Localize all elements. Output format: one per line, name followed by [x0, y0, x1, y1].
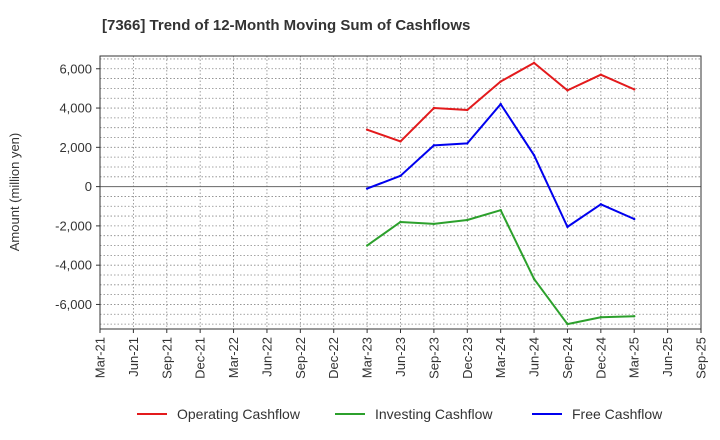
data-point	[633, 217, 636, 221]
data-point	[466, 218, 469, 222]
data-point	[432, 144, 436, 147]
data-point	[566, 89, 569, 92]
data-point	[599, 316, 603, 319]
legend: Operating Cashflow Investing Cashflow Free…	[137, 406, 663, 422]
y-tick-label: 0	[85, 179, 92, 194]
y-tick-label: -6,000	[55, 297, 92, 312]
series-free-cashflow	[365, 102, 636, 229]
data-point	[499, 208, 502, 212]
data-point	[633, 315, 636, 318]
data-point	[365, 187, 369, 190]
data-point	[466, 142, 469, 145]
x-tick-label: Sep-23	[426, 337, 441, 379]
grid	[100, 56, 701, 329]
x-tick-label: Mar-22	[226, 337, 241, 378]
x-tick-label: Mar-24	[493, 337, 508, 378]
x-tick-label: Sep-21	[159, 337, 174, 379]
data-point	[499, 80, 502, 83]
x-tick-label: Dec-24	[593, 337, 608, 379]
y-tick-label: 4,000	[59, 101, 92, 116]
x-tick-label: Dec-21	[193, 337, 208, 379]
data-point	[566, 322, 569, 326]
data-point	[532, 153, 536, 157]
chart-title: [7366] Trend of 12-Month Moving Sum of C…	[102, 17, 470, 34]
x-axis: Mar-21 Jun-21 Sep-21 Dec-21 Mar-22 Jun-22 Sep-…	[93, 329, 709, 379]
x-tick-label: Jun-25	[660, 337, 675, 377]
series-investing-cashflow	[365, 208, 636, 326]
x-tick-label: Jun-23	[393, 337, 408, 377]
x-tick-label: Sep-24	[560, 337, 575, 379]
y-tick-label: -2,000	[55, 218, 92, 233]
data-point	[399, 140, 402, 143]
legend-label: Investing Cashflow	[375, 406, 493, 422]
x-tick-label: Dec-22	[326, 337, 341, 379]
data-point	[532, 277, 536, 281]
x-tick-label: Sep-22	[293, 337, 308, 379]
data-point	[365, 244, 369, 247]
x-tick-label: Sep-25	[694, 337, 709, 379]
data-point	[633, 88, 636, 91]
x-tick-label: Jun-24	[527, 337, 542, 377]
data-point	[432, 222, 436, 226]
x-tick-label: Mar-21	[93, 337, 108, 378]
y-tick-label: -4,000	[55, 258, 92, 273]
data-point	[532, 61, 536, 65]
data-point	[599, 203, 603, 206]
data-point	[365, 128, 369, 131]
y-axis: 6,000 4,000 2,000 0 -2,000 -4,000 -6,000	[55, 61, 100, 312]
y-axis-label: Amount (million yen)	[7, 133, 22, 252]
series-layer	[365, 61, 636, 326]
data-point	[432, 106, 436, 110]
x-tick-label: Jun-21	[126, 337, 141, 377]
data-point	[399, 220, 402, 224]
x-tick-label: Jun-22	[259, 337, 274, 377]
data-point	[566, 225, 569, 229]
data-point	[499, 102, 502, 106]
data-point	[599, 73, 603, 76]
legend-label: Operating Cashflow	[177, 406, 301, 422]
data-point	[399, 174, 402, 178]
data-point	[466, 108, 469, 112]
series-operating-cashflow	[365, 61, 636, 143]
y-tick-label: 6,000	[59, 61, 92, 76]
x-tick-label: Mar-25	[627, 337, 642, 378]
y-tick-label: 2,000	[59, 140, 92, 155]
x-tick-label: Dec-23	[460, 337, 475, 379]
x-tick-label: Mar-23	[360, 337, 375, 378]
legend-label: Free Cashflow	[572, 406, 663, 422]
